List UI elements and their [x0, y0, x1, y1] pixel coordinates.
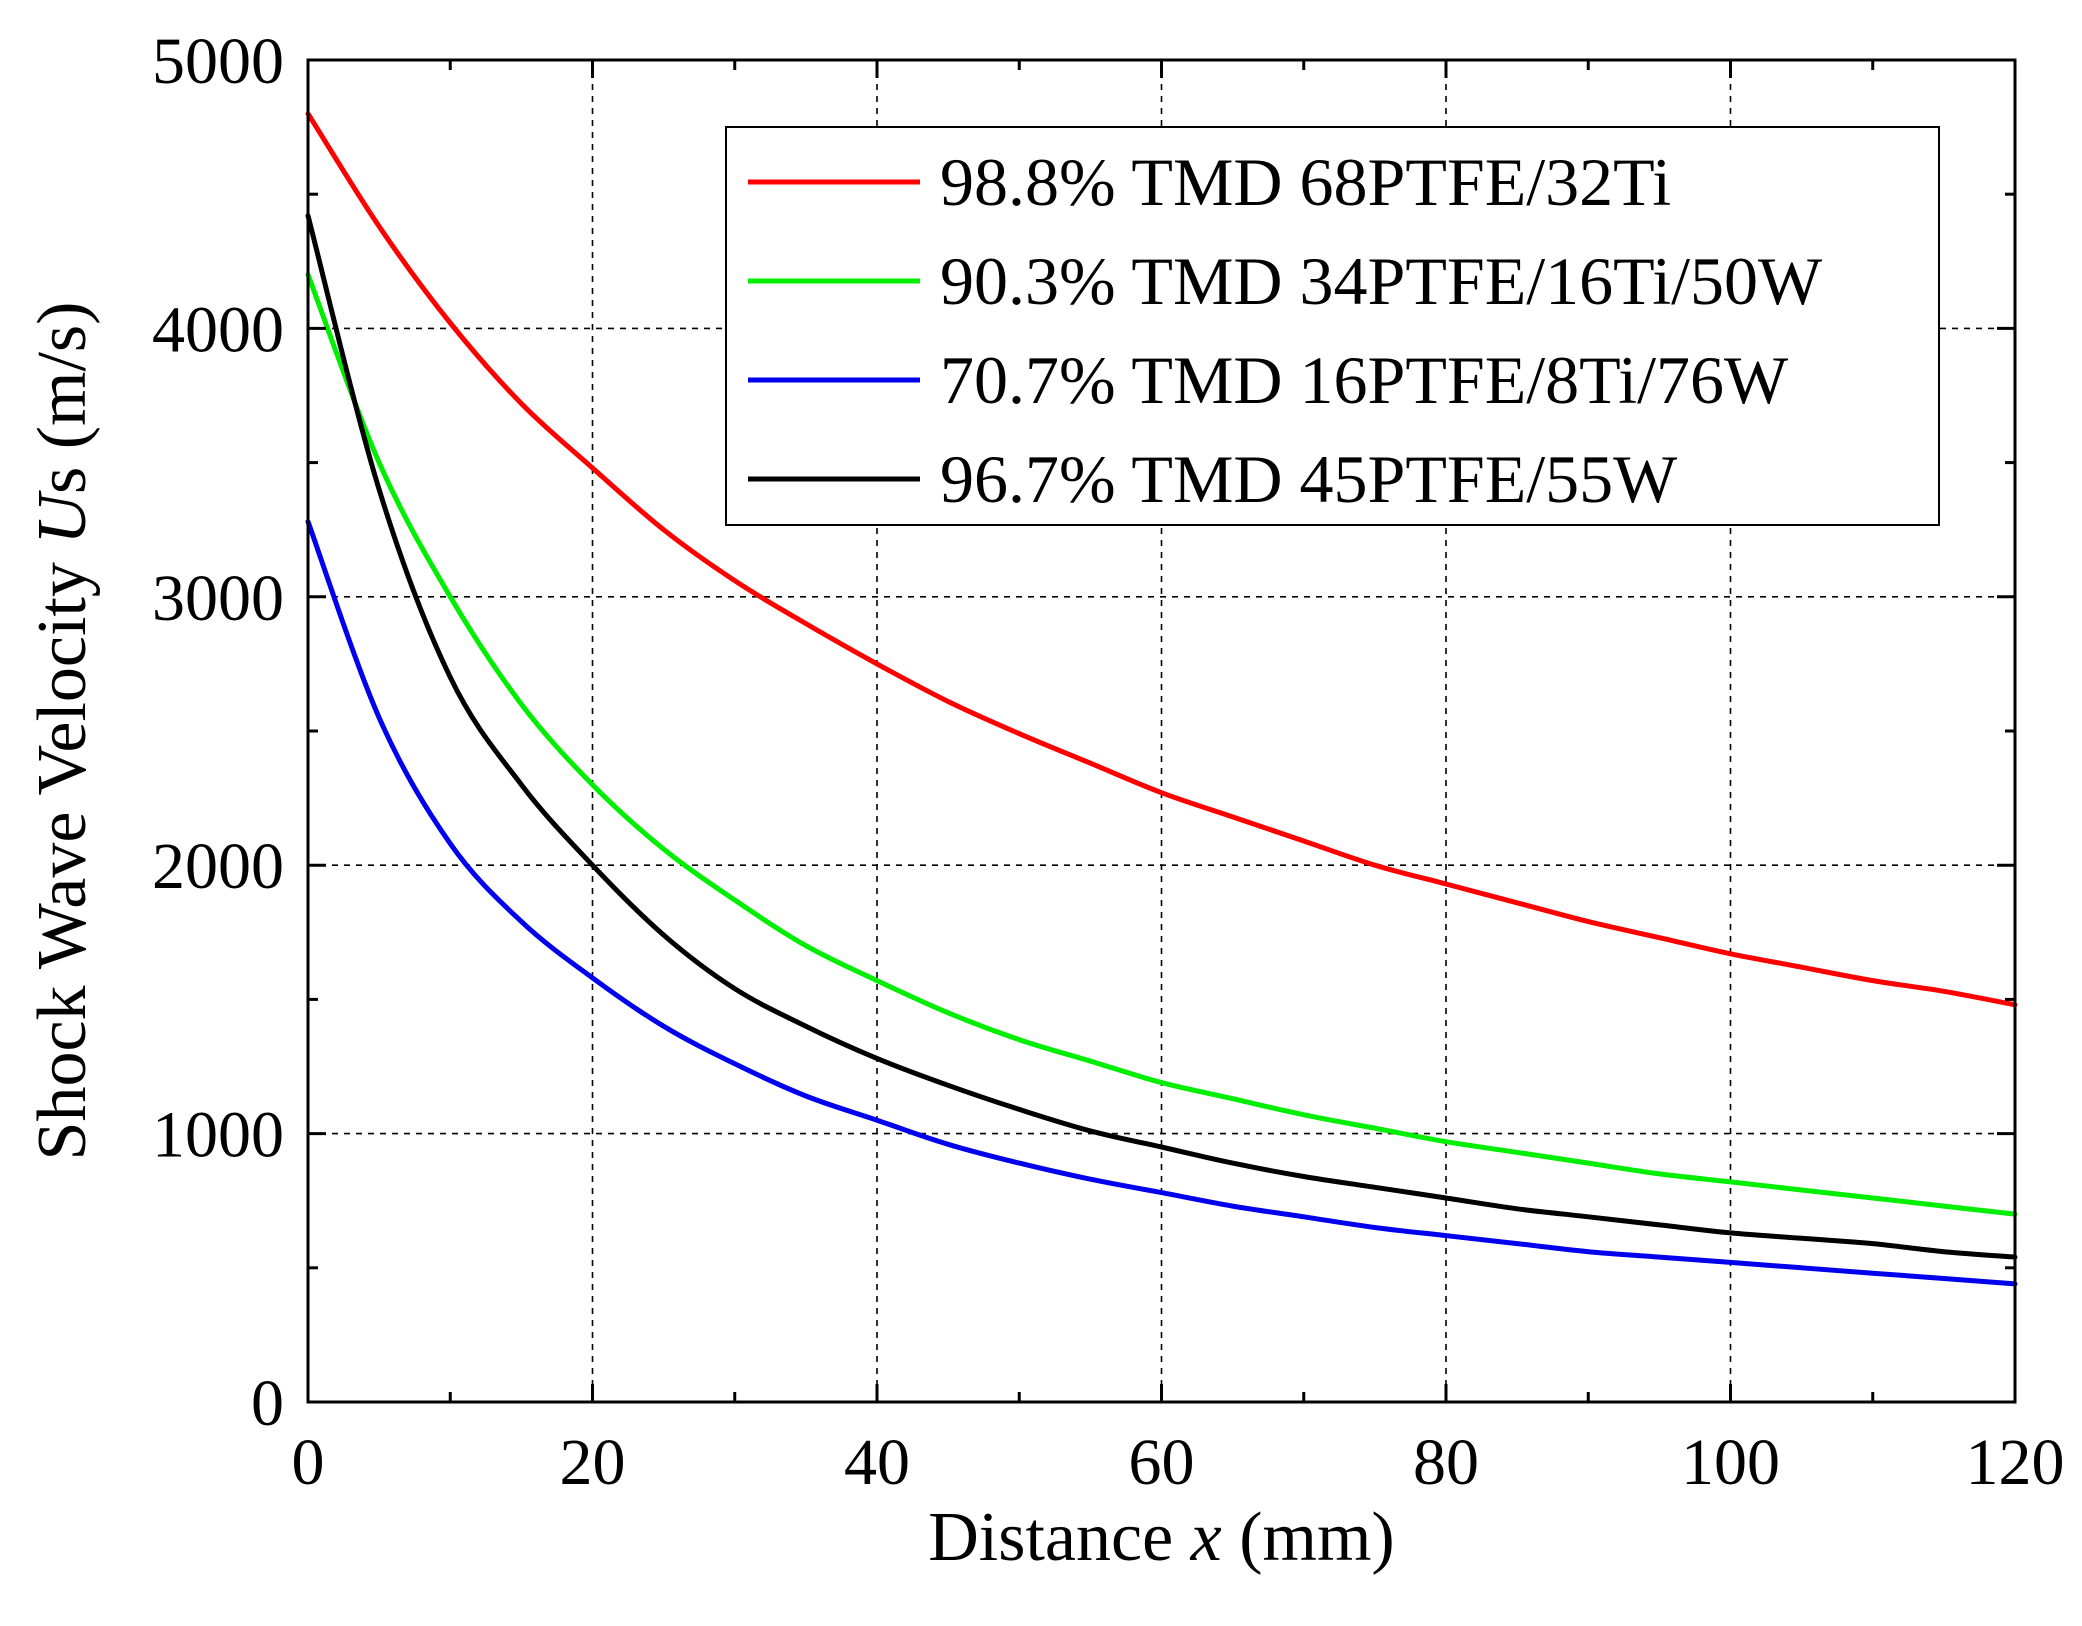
axis-ticks	[306, 58, 2017, 1404]
x-axis-title-post: (mm)	[1222, 1499, 1395, 1576]
x-tick-label: 80	[1413, 1426, 1479, 1499]
y-axis-title: Shock Wave Velocity Us (m/s)	[24, 302, 101, 1161]
series-lines	[305, 111, 2018, 1287]
y-axis-title-post: s (m/s)	[24, 302, 101, 495]
y-tick-labels: 0 1000 2000 3000 4000 5000	[152, 25, 284, 1440]
legend: 98.8% TMD 68PTFE/32Ti 90.3% TMD 34PTFE/16…	[725, 126, 1940, 526]
x-axis-title-var: x	[1190, 1499, 1222, 1576]
y-tick-label: 1000	[152, 1099, 284, 1172]
x-tick-label: 60	[1129, 1426, 1195, 1499]
y-tick-label: 4000	[152, 293, 284, 366]
y-tick-label: 5000	[152, 25, 284, 98]
legend-label: 96.7% TMD 45PTFE/55W	[940, 441, 1678, 517]
series-line	[305, 272, 2018, 1217]
series-line	[305, 519, 2018, 1287]
x-tick-label: 120	[1966, 1426, 2065, 1499]
y-axis-title-pre: Shock Wave Velocity	[24, 545, 101, 1161]
x-tick-label: 40	[844, 1426, 910, 1499]
legend-label: 98.8% TMD 68PTFE/32Ti	[940, 144, 1671, 220]
x-tick-labels: 0 20 40 60 80 100 120	[292, 1426, 2065, 1499]
y-tick-label: 0	[251, 1367, 284, 1440]
y-axis-title-var: U	[24, 490, 101, 545]
y-tick-label: 2000	[152, 830, 284, 903]
x-tick-label: 20	[560, 1426, 626, 1499]
series-line	[305, 213, 2018, 1260]
legend-box	[725, 126, 1940, 526]
legend-label: 70.7% TMD 16PTFE/8Ti/76W	[940, 342, 1789, 418]
series-line	[305, 111, 2018, 1008]
y-tick-label: 3000	[152, 562, 284, 635]
legend-label: 90.3% TMD 34PTFE/16Ti/50W	[940, 243, 1823, 319]
x-tick-label: 100	[1681, 1426, 1780, 1499]
x-axis-title-pre: Distance	[928, 1499, 1190, 1576]
x-axis-title: Distance x (mm)	[928, 1499, 1395, 1576]
x-tick-label: 0	[292, 1426, 325, 1499]
